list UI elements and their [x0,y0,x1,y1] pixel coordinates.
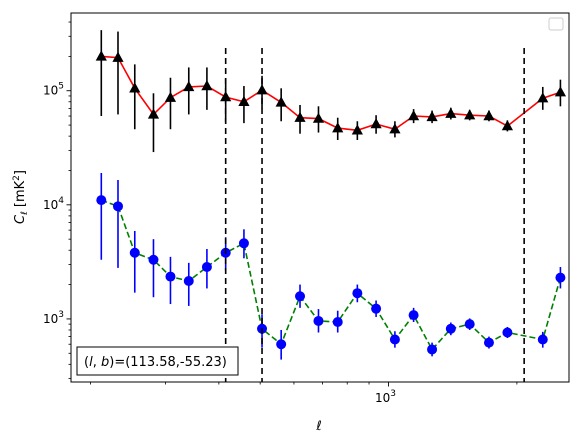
annotation-box: (l, b)=(113.58,-55.23) [76,346,239,376]
series-2-point [389,334,400,345]
plot-frame [70,12,570,383]
series-2-point [332,316,343,327]
series-1-point [95,50,107,61]
series-2-point [183,275,194,286]
series-1-point [351,124,363,135]
series-2-point [427,344,438,355]
series-1-point [332,122,344,133]
series-1-point [554,86,567,97]
series-1-point [275,96,287,107]
series-1-point [426,110,438,122]
series-1-point [408,110,420,121]
series-1-point [464,109,476,120]
series-1-point [445,107,457,118]
series-1-point [312,112,325,123]
series-2-point [201,262,212,273]
series-layer [95,30,567,360]
series-2-point [445,323,456,334]
series-2-point [276,339,287,350]
series-2-point [352,288,363,299]
series-1-point [201,80,213,91]
series-2-point [148,254,159,265]
series-1-point [370,118,382,129]
series-2-point [464,319,475,330]
annotation-frame [76,346,239,376]
x-tick-label: 103 [375,389,396,405]
series-2-point [165,271,176,282]
y-tick-label: 104 [43,196,64,212]
annotation-text: (l, b)=(113.58,-55.23) [84,355,227,370]
series-2-point [408,310,419,321]
series-1-point [164,91,177,102]
series-1-point [112,51,124,62]
annotation-l: l [89,355,93,370]
series-1-point [294,111,306,122]
y-tick-label: 103 [43,310,64,326]
x-axis-label: ℓ [315,419,321,434]
series-2-point [555,272,566,283]
series-1-point [183,80,195,92]
series-2-point [313,315,324,326]
series-1-point [220,91,232,102]
series-1-point [483,110,495,121]
series-1-point [129,82,141,93]
series-1-point [501,120,513,131]
series-2-point [537,334,548,345]
series-2-point [129,247,140,258]
series-2-point [371,303,382,314]
series-1-point [389,123,401,134]
series-1-point [147,108,160,119]
legend-box [548,17,564,31]
series-2-point [96,195,107,206]
vertical-lines-layer [224,48,525,382]
annotation-values: =(113.58,-55.23) [114,355,227,370]
series-2-point [112,201,123,212]
series-1-point [238,95,250,106]
annotation-b: b [101,355,109,370]
series-2-point [238,238,249,249]
y-tick-label: 105 [43,82,64,98]
series-2-point [483,337,494,348]
series-1-point [537,92,549,103]
series-2-point [502,327,513,338]
series-2-point [295,291,306,302]
y-axis-label: Cℓ [mK2] [12,170,30,224]
